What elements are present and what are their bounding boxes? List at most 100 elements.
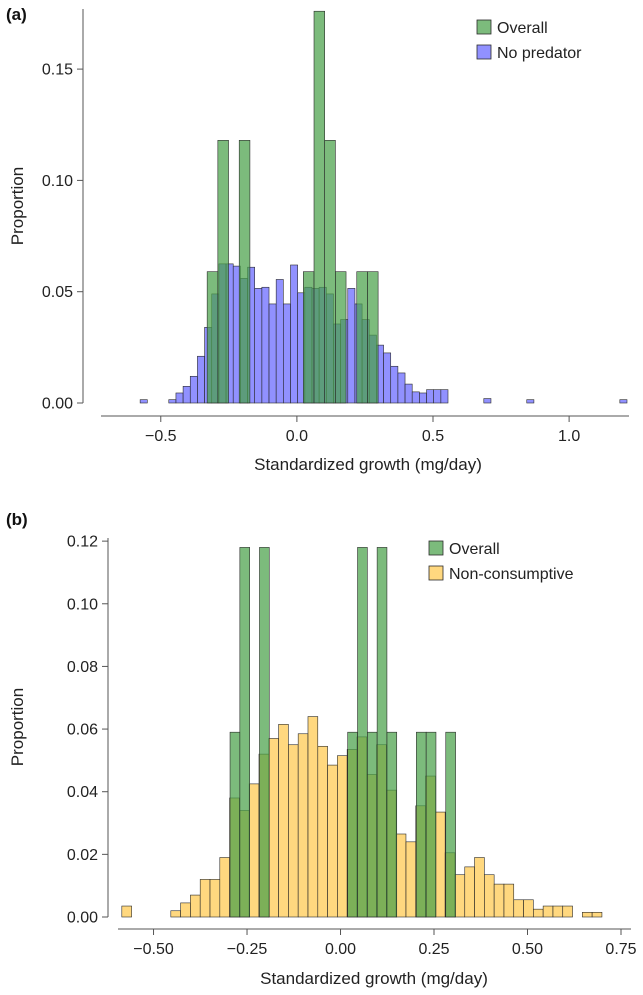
legend-swatch-overall [428, 540, 444, 556]
legend-label-non-consumptive: Non-consumptive [449, 566, 574, 583]
bar-overall [229, 731, 241, 918]
panel-b-x-ticks: −0.50 −0.25 0.00 0.25 0.50 0.75 [133, 929, 637, 958]
bar-non-consumptive [591, 911, 603, 918]
bar-no-predator [411, 391, 420, 404]
bar-overall [356, 271, 368, 404]
bar-no-predator [347, 288, 356, 404]
bar-non-consumptive [562, 905, 573, 918]
panel-b-y-ticks: 0.00 0.02 0.04 0.06 0.08 0.10 0.12 [67, 534, 108, 927]
bar-non-consumptive [405, 841, 417, 918]
bar-no-predator [419, 392, 427, 404]
x-tick-label: −0.50 [133, 941, 174, 958]
x-tick-label: 0.25 [418, 941, 449, 958]
bar-no-predator [261, 286, 270, 404]
panel-a-label: (a) [6, 5, 27, 24]
y-tick-label: 0.15 [42, 62, 73, 79]
y-tick-label: 0.02 [67, 847, 98, 864]
bar-non-consumptive [219, 857, 230, 918]
y-tick-label: 0.04 [67, 784, 98, 801]
panel-b: (b) 0.000.020.040.060.080.100.12 −0.50 −0… [6, 510, 637, 988]
bar-non-consumptive [268, 738, 279, 918]
bar-no-predator [139, 399, 148, 404]
bar-non-consumptive [484, 874, 495, 918]
panel-a-x-axis-title: Standardized growth (mg/day) [254, 455, 482, 474]
legend-label-overall: Overall [449, 541, 500, 558]
bar-non-consumptive [542, 905, 554, 918]
panel-a-y-ticks: 0.00 0.05 0.10 0.15 [42, 62, 83, 413]
bar-non-consumptive [180, 902, 191, 918]
bar-overall [324, 140, 336, 404]
bar-no-predator [440, 389, 449, 404]
bar-overall [303, 271, 315, 404]
bar-non-consumptive [199, 879, 211, 918]
bar-overall [416, 731, 427, 918]
bar-overall [217, 140, 229, 404]
x-tick-label: 0.00 [325, 941, 356, 958]
x-tick-label: 0.50 [512, 941, 543, 958]
x-tick-label: 0.0 [286, 428, 308, 445]
bar-non-consumptive [474, 857, 485, 918]
panel-a: (a) 0.00 0.05 0.10 0.15 −0.5 0.0 0.5 1.0 Propo… [6, 5, 629, 474]
bar-no-predator [275, 279, 284, 404]
bar-non-consumptive [454, 874, 466, 918]
bar-overall [425, 731, 437, 918]
bar-non-consumptive [209, 879, 221, 918]
bar-no-predator [168, 399, 177, 404]
bar-non-consumptive [170, 910, 181, 918]
legend-label-overall: Overall [497, 20, 548, 37]
bar-overall [206, 271, 219, 404]
legend-swatch-non-consumptive [428, 565, 444, 581]
legend-swatch-overall [476, 19, 492, 35]
bar-no-predator [197, 355, 205, 404]
bar-no-predator [254, 288, 263, 404]
bar-no-predator [290, 264, 298, 404]
bar-no-predator [619, 399, 628, 404]
bar-non-consumptive [248, 783, 260, 918]
bar-no-predator [268, 303, 277, 404]
bar-non-consumptive [121, 905, 132, 918]
panel-b-legend: Overall Non-consumptive [428, 540, 574, 583]
bar-no-predator [175, 392, 184, 404]
bar-no-predator [182, 386, 191, 404]
y-tick-label: 0.00 [42, 396, 73, 413]
panel-b-label: (b) [6, 510, 28, 529]
bar-overall [445, 731, 456, 918]
y-tick-label: 0.06 [67, 722, 98, 739]
panel-a-x-ticks: −0.5 0.0 0.5 1.0 [145, 416, 580, 445]
bar-no-predator [404, 383, 413, 404]
y-tick-label: 0.05 [42, 284, 73, 301]
bar-no-predator [390, 365, 399, 404]
bar-overall [238, 140, 251, 404]
bar-non-consumptive [582, 911, 593, 918]
bar-non-consumptive [533, 908, 544, 918]
x-tick-label: 1.0 [558, 428, 580, 445]
bar-overall [239, 547, 250, 918]
bar-non-consumptive [327, 764, 338, 918]
bar-no-predator [397, 372, 406, 404]
legend-label-no-predator: No predator [497, 45, 582, 62]
y-tick-label: 0.12 [67, 534, 98, 551]
bar-overall [259, 547, 270, 918]
bar-non-consumptive [278, 724, 289, 918]
y-tick-label: 0.10 [42, 173, 73, 190]
bar-non-consumptive [190, 894, 201, 918]
bar-non-consumptive [464, 866, 475, 918]
legend-swatch-no-predator [476, 44, 492, 60]
bar-no-predator [383, 352, 392, 404]
bar-non-consumptive [307, 716, 319, 918]
bar-non-consumptive [523, 899, 534, 918]
bar-overall [347, 731, 358, 918]
bar-overall [386, 731, 398, 918]
bar-overall [357, 547, 368, 918]
bar-non-consumptive [317, 745, 328, 918]
bar-non-consumptive [435, 811, 446, 918]
x-tick-label: −0.25 [227, 941, 268, 958]
bar-non-consumptive [493, 883, 505, 918]
bar-overall [313, 10, 325, 404]
panel-b-bars [121, 547, 603, 918]
bar-non-consumptive [337, 755, 348, 918]
bar-non-consumptive [288, 744, 299, 918]
panel-a-bars [139, 10, 628, 404]
panel-a-y-axis-title: Proportion [8, 167, 27, 245]
